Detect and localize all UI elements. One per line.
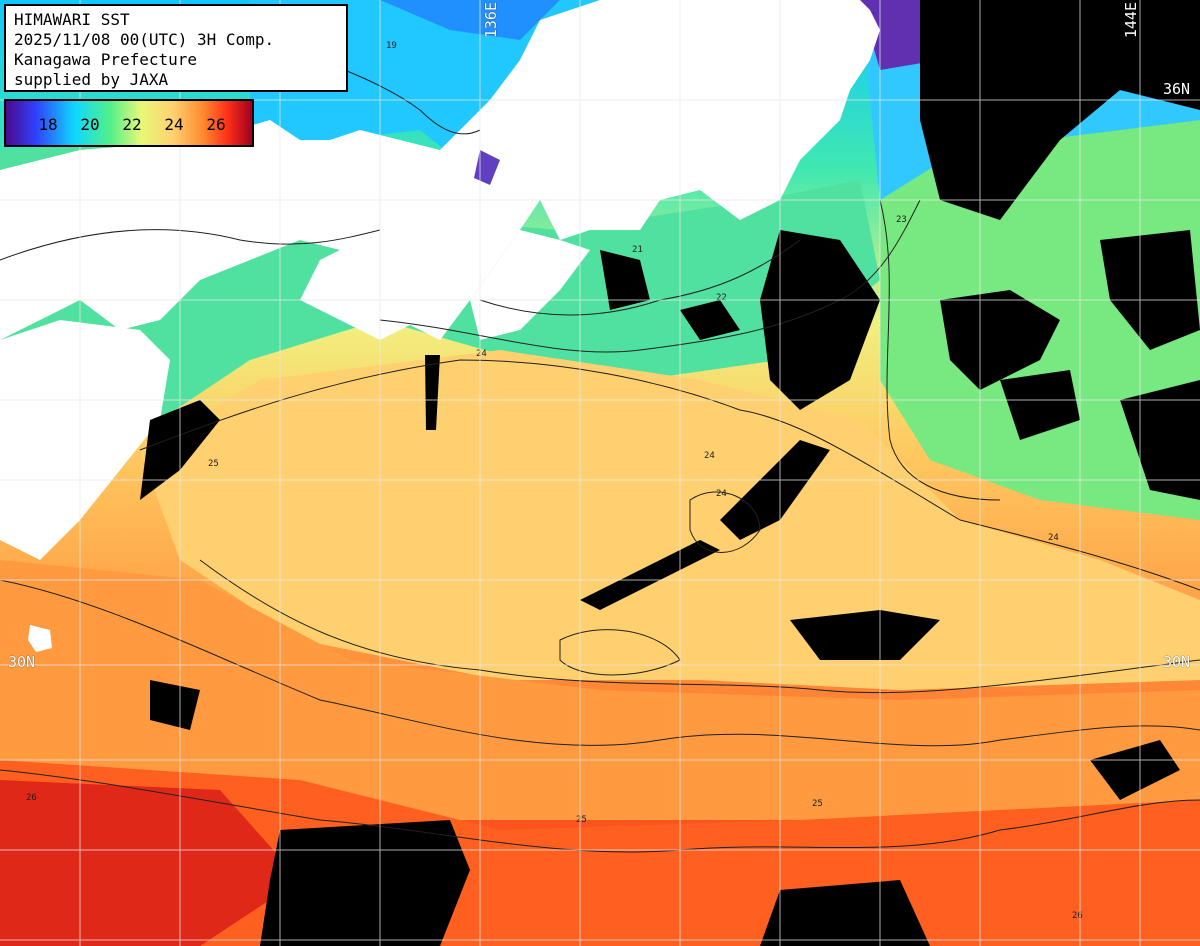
cloud-south-1	[260, 820, 470, 946]
cloud-coast-2	[680, 300, 740, 340]
contour-label: 24	[1048, 533, 1059, 543]
legend-tick: 20	[80, 115, 100, 134]
contour-label: 25	[208, 459, 219, 469]
japan-sea-deep	[380, 0, 560, 40]
cloud-southwest	[150, 680, 200, 730]
contour-label: 24	[476, 349, 487, 359]
cloud-streak-1	[720, 440, 830, 540]
land-shikoku	[300, 240, 420, 340]
observation-time: 2025/11/08 00(UTC) 3H Comp.	[14, 30, 275, 49]
contour-label: 23	[896, 215, 907, 225]
legend-tick: 26	[206, 115, 226, 134]
cloud-mid-1	[790, 610, 940, 660]
contour-21	[0, 229, 381, 261]
legend-colorbar	[6, 101, 252, 145]
land-tanegashima	[28, 625, 52, 652]
legend-tick: 24	[164, 115, 184, 134]
contour-label: 25	[576, 815, 587, 825]
contour-23	[379, 199, 921, 353]
contour-label: 22	[716, 293, 727, 303]
land-honshu	[0, 0, 880, 340]
land-kii-peninsula	[470, 230, 590, 340]
contour-label: 19	[386, 41, 397, 51]
warm-pool-center	[140, 350, 1200, 690]
lon-label-136e: 136E	[482, 2, 500, 39]
contour-label-group: 19 21 22 23 24 24 24 24 25 25 25 26 26	[26, 41, 1083, 921]
contour-label: 21	[632, 245, 643, 255]
cloud-south-3	[1090, 740, 1180, 800]
contour-label: 26	[1072, 911, 1083, 921]
lat-label-36n: 36N	[1163, 80, 1191, 98]
lat-label-30n-left: 30N	[8, 653, 36, 671]
contour-label: 24	[716, 489, 727, 499]
lon-label-144e: 144E	[1122, 2, 1140, 39]
contour-label: 24	[704, 451, 715, 461]
contour-label: 25	[812, 799, 823, 809]
cloud-east-3	[1100, 230, 1200, 350]
hottest-southwest	[0, 780, 300, 946]
legend-tick: 18	[38, 115, 58, 134]
contour-25	[0, 579, 1200, 747]
land-kyushu	[0, 320, 170, 560]
contour-26	[0, 769, 1200, 853]
cloud-streak-2	[580, 540, 720, 610]
contour-24-south	[199, 559, 1200, 694]
contour-23-east	[879, 199, 1001, 501]
cloud-east-5	[1000, 370, 1080, 440]
warm-band-south	[0, 560, 1200, 820]
contour-eddy-1	[689, 491, 761, 553]
cloud-south-2	[760, 880, 930, 946]
organization: Kanagawa Prefecture	[14, 50, 198, 69]
legend-tick: 22	[122, 115, 142, 134]
cloud-izu-band	[760, 230, 880, 410]
contour-24-north	[139, 359, 1200, 591]
product-title: HIMAWARI SST	[14, 10, 130, 29]
cloud-cape-line	[425, 355, 440, 430]
title-panel: HIMAWARI SST 2025/11/08 00(UTC) 3H Comp.…	[4, 4, 348, 92]
contour-label: 26	[26, 793, 37, 803]
cloud-coast-1	[600, 250, 650, 310]
cloud-east-1	[920, 0, 1200, 220]
lat-label-30n-right: 30N	[1163, 653, 1191, 671]
temperature-legend: 18 20 22 24 26	[4, 99, 254, 147]
data-source: supplied by JAXA	[14, 70, 169, 89]
cloud-east-2	[940, 290, 1060, 390]
